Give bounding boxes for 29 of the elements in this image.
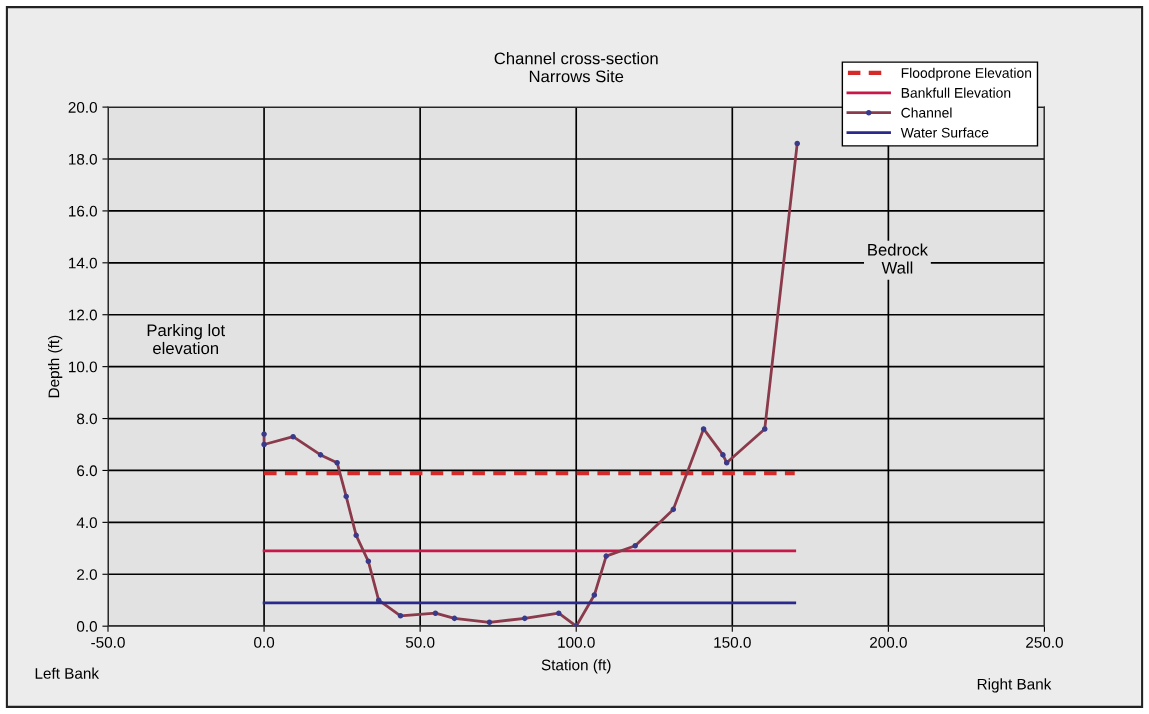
x-tick-label: 50.0 xyxy=(405,637,435,648)
x-tick-label: 100.0 xyxy=(558,637,595,648)
y-tick-label: 12.0 xyxy=(69,309,97,321)
y-tick-label: 6.0 xyxy=(77,465,97,477)
annotation: Parking lot elevation xyxy=(147,323,225,355)
x-tick-label: 250.0 xyxy=(1026,637,1063,648)
legend-label: Channel xyxy=(901,107,952,118)
text: Right Bank xyxy=(977,678,1052,693)
y-tick-label: 2.0 xyxy=(77,569,97,580)
x-axis-title: Station (ft) xyxy=(541,659,611,674)
y-tick-label: 16.0 xyxy=(69,205,97,217)
text: Left Bank xyxy=(35,667,100,679)
chart-title: Channel cross-section Narrows Site xyxy=(494,52,658,83)
x-tick-label: 0.0 xyxy=(254,637,275,648)
legend-label: Water Surface xyxy=(900,127,989,138)
annotation: Bedrock Wall xyxy=(868,243,929,274)
y-axis-title: Depth (ft) xyxy=(48,335,63,398)
x-tick-label: 200.0 xyxy=(870,637,907,648)
legend-label: Bankfull Elevation xyxy=(901,87,1011,98)
y-tick-label: 14.0 xyxy=(69,257,97,269)
y-tick-label: 0.0 xyxy=(76,621,97,632)
x-tick-label: -50.0 xyxy=(91,637,125,648)
y-tick-label: 10.0 xyxy=(69,361,97,373)
x-tick-label: 150.0 xyxy=(714,637,751,648)
y-tick-label: 4.0 xyxy=(76,517,97,529)
legend-label: Floodprone Elevation xyxy=(901,67,1032,81)
y-tick-label: 20.0 xyxy=(68,101,97,113)
y-tick-label: 8.0 xyxy=(77,413,97,425)
y-tick-label: 18.0 xyxy=(69,153,97,165)
